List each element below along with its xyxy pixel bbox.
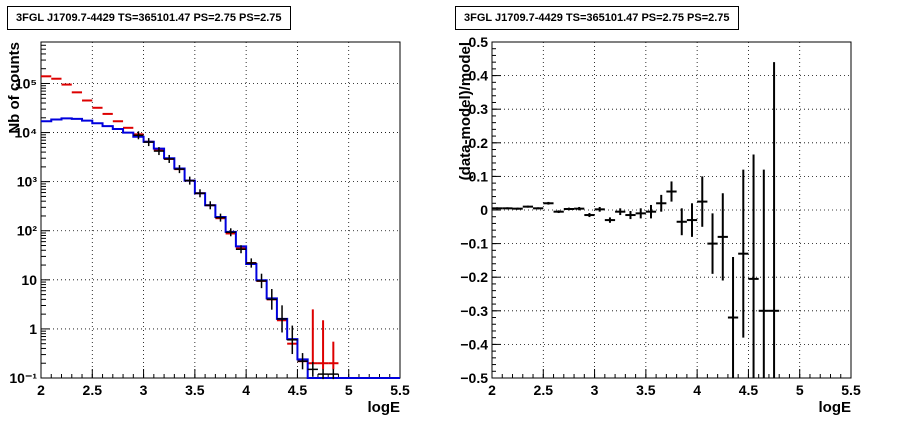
x-tick-label: 5.5: [841, 382, 861, 398]
y-tick-label: 10⁵: [15, 75, 37, 91]
y-tick-label: 0.3: [469, 101, 489, 117]
blue-series-step-line: [41, 117, 400, 379]
x-tick-label: 2: [37, 382, 45, 398]
x-tick-label: 4: [693, 382, 701, 398]
y-tick-label: −0.5: [460, 370, 488, 386]
plot-frame: [40, 41, 401, 379]
y-tick-label: −0.1: [460, 236, 488, 252]
y-tick-label: 10³: [17, 174, 38, 190]
counts-plot: 2 2.5 3 3.5 4 4.5 5 5.5 10⁻¹ 1 10 10² 10³ 10⁴ 10⁵ logE N…: [6, 41, 410, 416]
x-tick-label: 3.5: [636, 382, 656, 398]
x-tick-label: 3.5: [185, 382, 205, 398]
x-tick-label: 5.5: [390, 382, 410, 398]
right-chart-title: 3FGL J1709.7-4429 TS=365101.47 PS=2.75 P…: [455, 6, 739, 30]
y-tick-label: 0.2: [469, 135, 489, 151]
y-tick-label: −0.4: [460, 336, 488, 352]
y-tick-label: 10: [21, 272, 37, 288]
y-tick-label: 10⁻¹: [9, 370, 37, 386]
x-tick-label: 4.5: [739, 382, 759, 398]
y-tick-label: 10⁴: [15, 125, 38, 141]
y-tick-label: 0.5: [469, 34, 489, 50]
y-axis-title: (data-model)/model: [457, 42, 474, 180]
y-tick-label: 0.4: [469, 68, 489, 84]
y-tick-label: 0: [480, 202, 488, 218]
x-tick-label: 5: [796, 382, 804, 398]
y-axis-title: Nb of counts: [6, 42, 23, 134]
y-tick-label: −0.3: [460, 303, 488, 319]
x-tick-label: 5: [345, 382, 353, 398]
y-tick-label: −0.2: [460, 269, 488, 285]
residuals-plot: 2 2.5 3 3.5 4 4.5 5 5.5 −0.5 −0.4 −0.3 −0.2 −0.1 0 0.1…: [457, 34, 861, 416]
plot-frame: [491, 41, 852, 379]
x-tick-label: 4.5: [288, 382, 308, 398]
x-tick-label: 2.5: [534, 382, 554, 398]
x-axis-title: logE: [819, 399, 852, 416]
x-tick-label: 4: [242, 382, 250, 398]
x-tick-label: 2: [488, 382, 496, 398]
x-tick-label: 3: [140, 382, 148, 398]
y-tick-label: 1: [29, 321, 37, 337]
x-tick-label: 2.5: [83, 382, 103, 398]
y-tick-label: 0.1: [469, 168, 489, 184]
x-tick-label: 3: [591, 382, 599, 398]
x-axis-title: logE: [368, 399, 401, 416]
left-chart-title: 3FGL J1709.7-4429 TS=365101.47 PS=2.75 P…: [7, 6, 291, 30]
y-tick-label: 10²: [17, 223, 38, 239]
